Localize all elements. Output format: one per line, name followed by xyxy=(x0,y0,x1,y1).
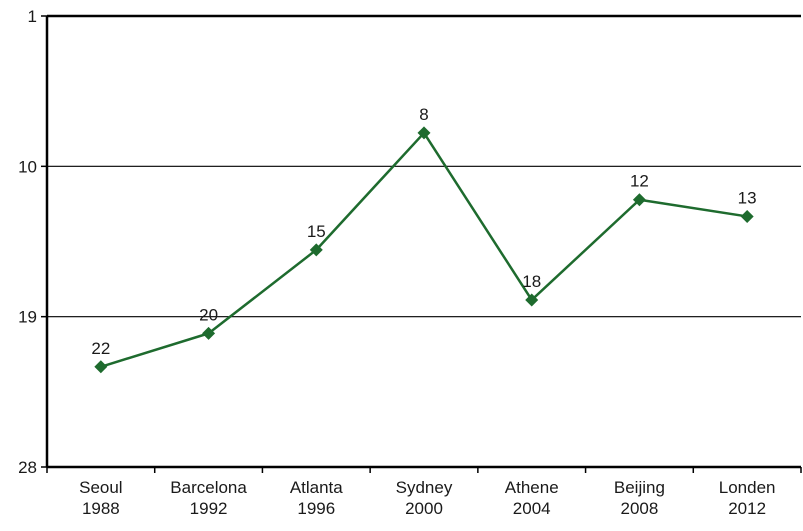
data-point-3 xyxy=(417,126,431,140)
x-axis-ticks: Seoul 1988 Barcelona 1992 Atlanta 1996 Sydney 2… xyxy=(46,467,802,518)
x-tick-label-line-6-1: 2012 xyxy=(728,499,766,518)
data-label-2: 15 xyxy=(307,222,326,241)
data-point-4 xyxy=(525,293,539,307)
data-label-1: 20 xyxy=(199,305,218,324)
y-tick-label-28: 28 xyxy=(18,458,37,477)
x-tick-label-line-4-1: 2004 xyxy=(513,499,551,518)
y-tick-label-10: 10 xyxy=(18,157,37,176)
x-tick-label-line-3-1: 2000 xyxy=(405,499,443,518)
y-tick-label-19: 19 xyxy=(18,308,37,327)
data-point-0 xyxy=(94,360,108,374)
x-tick-label-6: Londen 2012 xyxy=(719,478,776,518)
data-label-3: 8 xyxy=(419,105,428,124)
data-label-5: 12 xyxy=(630,172,649,191)
series-line-0 xyxy=(100,131,748,368)
x-tick-label-5: Beijing 2008 xyxy=(614,478,665,518)
x-tick-label-line-4-0: Athene xyxy=(505,478,559,497)
x-tick-label-line-2-0: Atlanta xyxy=(290,478,343,497)
x-tick-label-line-0-0: Seoul xyxy=(79,478,122,497)
data-point-5 xyxy=(632,193,646,207)
x-tick-label-1: Barcelona 1992 xyxy=(170,478,247,518)
data-point-6 xyxy=(740,209,754,223)
x-tick-label-line-5-1: 2008 xyxy=(621,499,659,518)
x-tick-label-line-1-0: Barcelona xyxy=(170,478,247,497)
data-label-4: 18 xyxy=(522,272,541,291)
data-label-6: 13 xyxy=(738,188,757,207)
data-label-0: 22 xyxy=(91,339,110,358)
x-tick-label-3: Sydney 2000 xyxy=(396,478,453,518)
x-tick-label-line-0-1: 1988 xyxy=(82,499,120,518)
x-tick-label-line-6-0: Londen xyxy=(719,478,776,497)
x-tick-label-2: Atlanta 1996 xyxy=(290,478,343,518)
x-tick-label-line-5-0: Beijing xyxy=(614,478,665,497)
x-tick-label-line-1-1: 1992 xyxy=(190,499,228,518)
x-tick-label-line-2-1: 1996 xyxy=(297,499,335,518)
axes xyxy=(45,14,801,469)
x-tick-label-line-3-0: Sydney xyxy=(396,478,453,497)
grid-lines xyxy=(47,165,801,318)
series-layer: 22 20 15 8 18 12 13 xyxy=(91,105,757,374)
x-tick-label-4: Athene 2004 xyxy=(505,478,559,518)
y-axis-ticks: 1 10 19 28 xyxy=(18,7,47,477)
data-point-1 xyxy=(202,326,216,340)
y-tick-label-1: 1 xyxy=(28,7,37,26)
data-point-2 xyxy=(309,243,323,257)
x-tick-label-0: Seoul 1988 xyxy=(79,478,122,518)
